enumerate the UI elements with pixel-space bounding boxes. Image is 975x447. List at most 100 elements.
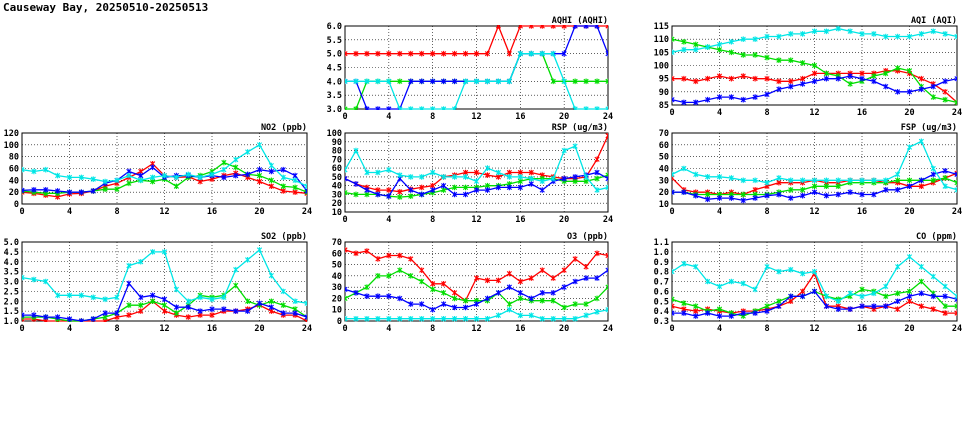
data-point-blue [528, 295, 534, 302]
data-point-blue [681, 310, 687, 316]
data-point-cyan [345, 315, 348, 322]
data-point-cyan [185, 171, 191, 178]
data-point-blue [605, 267, 608, 274]
data-point-cyan [954, 187, 957, 193]
x-tick-label: 8 [764, 207, 769, 217]
data-point-green [561, 304, 567, 311]
y-tick-label: 2.0 [4, 297, 19, 307]
data-point-blue [451, 191, 458, 198]
data-point-cyan [752, 36, 758, 42]
plot-frame [671, 241, 958, 322]
data-point-cyan [31, 276, 37, 283]
data-point-cyan [345, 78, 348, 85]
data-point-blue [561, 175, 567, 182]
x-tick-label: 24 [302, 207, 312, 217]
data-point-red [138, 308, 144, 314]
y-tick-label: 0.3 [654, 317, 669, 327]
data-point-cyan [375, 315, 381, 322]
data-point-blue [906, 89, 913, 95]
data-point-blue [776, 86, 782, 92]
data-point-cyan [859, 177, 865, 184]
data-point-green [102, 186, 108, 193]
data-point-cyan [353, 315, 359, 322]
y-tick-label: 60 [659, 141, 669, 151]
chart-title: NO2 (ppb) [261, 123, 307, 133]
data-point-green [954, 99, 957, 106]
data-point-blue [572, 278, 578, 285]
data-point-blue [605, 50, 608, 57]
data-point-cyan [572, 315, 578, 322]
data-point-green [693, 41, 699, 48]
data-point-green [280, 183, 286, 190]
data-point-green [859, 286, 865, 293]
x-tick-label: 0 [669, 108, 674, 118]
data-point-red [752, 187, 758, 193]
data-point-green [114, 186, 120, 193]
data-point-cyan [364, 315, 370, 322]
data-point-cyan [942, 283, 948, 290]
data-point-cyan [918, 31, 924, 37]
data-point-cyan [764, 263, 770, 270]
data-point-cyan [419, 315, 425, 322]
data-point-cyan [209, 296, 215, 303]
data-point-blue [462, 191, 469, 198]
data-point-cyan [292, 298, 298, 305]
data-point-cyan [823, 28, 829, 35]
data-point-blue [895, 298, 901, 305]
data-point-red [716, 73, 723, 79]
data-point-green [752, 52, 758, 58]
data-point-blue [740, 310, 746, 316]
data-point-red [345, 247, 348, 253]
data-point-red [539, 267, 545, 274]
data-point-green [583, 301, 589, 307]
data-point-red [954, 170, 957, 177]
data-point-blue [353, 289, 359, 296]
series-group [672, 138, 957, 204]
data-point-cyan [256, 142, 263, 148]
data-point-cyan [304, 300, 307, 307]
data-point-blue [419, 78, 425, 85]
data-point-green [716, 46, 723, 53]
data-point-blue [716, 94, 723, 100]
data-point-blue [800, 192, 806, 199]
data-point-cyan [197, 174, 203, 181]
data-point-cyan [918, 138, 924, 145]
data-point-red [561, 267, 567, 274]
data-point-green [245, 298, 251, 305]
data-point-cyan [561, 78, 567, 85]
data-point-blue [847, 189, 853, 195]
y-tick-label: 10 [659, 200, 669, 210]
data-point-green [173, 310, 179, 316]
data-point-red [397, 50, 403, 57]
data-point-blue [811, 78, 818, 85]
data-point-cyan [811, 28, 818, 35]
data-point-blue [693, 313, 699, 319]
data-point-blue [55, 188, 61, 194]
data-point-red [292, 189, 298, 195]
data-point-red [605, 252, 608, 259]
data-point-cyan [705, 278, 711, 285]
data-point-blue [102, 310, 108, 316]
data-point-green [517, 295, 523, 302]
data-point-red [918, 183, 924, 190]
data-point-blue [895, 89, 901, 95]
data-point-blue [594, 25, 600, 29]
data-point-blue [561, 284, 567, 290]
y-tick-label: 80 [332, 147, 342, 157]
data-point-red [517, 25, 523, 29]
series-group [672, 25, 957, 106]
x-tick-label: 0 [19, 207, 24, 217]
data-point-cyan [672, 171, 675, 178]
y-tick-label: 0.8 [654, 268, 669, 278]
data-point-red [918, 75, 924, 82]
data-point-red [528, 25, 534, 29]
x-tick-label: 4 [67, 207, 72, 217]
data-point-red [740, 73, 746, 79]
data-point-cyan [528, 175, 534, 182]
data-point-blue [397, 295, 403, 302]
data-point-cyan [221, 294, 227, 301]
chart-title: AQI (AQI) [911, 16, 957, 26]
data-point-cyan [539, 315, 545, 322]
y-tick-label: 0 [337, 317, 342, 327]
